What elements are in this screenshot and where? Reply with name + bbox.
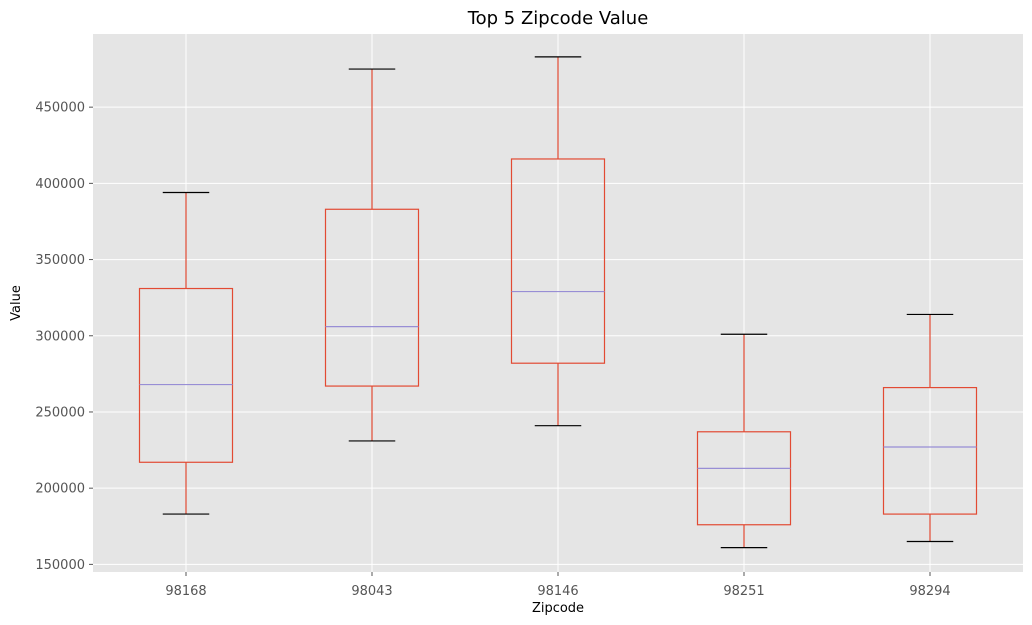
x-tick-label: 98168 <box>165 584 206 599</box>
x-tick-label: 98146 <box>537 584 578 599</box>
y-tick-label: 450000 <box>35 101 85 116</box>
box-98168 <box>138 191 234 515</box>
y-tick-label: 250000 <box>35 405 85 420</box>
x-tick-labels: 98168 98043 98146 98251 98294 <box>165 572 951 599</box>
y-tick-label: 200000 <box>35 482 85 497</box>
iqr-box <box>138 287 234 463</box>
x-tick-label: 98294 <box>909 584 950 599</box>
box-98251 <box>696 333 792 549</box>
iqr-box <box>882 386 978 515</box>
x-tick-label: 98251 <box>723 584 764 599</box>
box-98043 <box>324 68 420 442</box>
y-tick-label: 350000 <box>35 253 85 268</box>
chart-title: Top 5 Zipcode Value <box>467 8 649 29</box>
boxes-group <box>138 56 978 549</box>
iqr-box <box>510 158 606 364</box>
y-axis-label: Value <box>9 285 24 321</box>
iqr-box <box>696 431 792 526</box>
y-tick-label: 150000 <box>35 558 85 573</box>
x-tick-label: 98043 <box>351 584 392 599</box>
iqr-box <box>324 208 420 387</box>
x-axis-label: Zipcode <box>532 601 584 616</box>
y-tick-label: 300000 <box>35 329 85 344</box>
y-tick-label: 400000 <box>35 177 85 192</box>
y-tick-labels: 150000 200000 250000 300000 350000 400000 4500… <box>35 101 93 573</box>
box-98146 <box>510 56 606 427</box>
box-98294 <box>882 313 978 543</box>
